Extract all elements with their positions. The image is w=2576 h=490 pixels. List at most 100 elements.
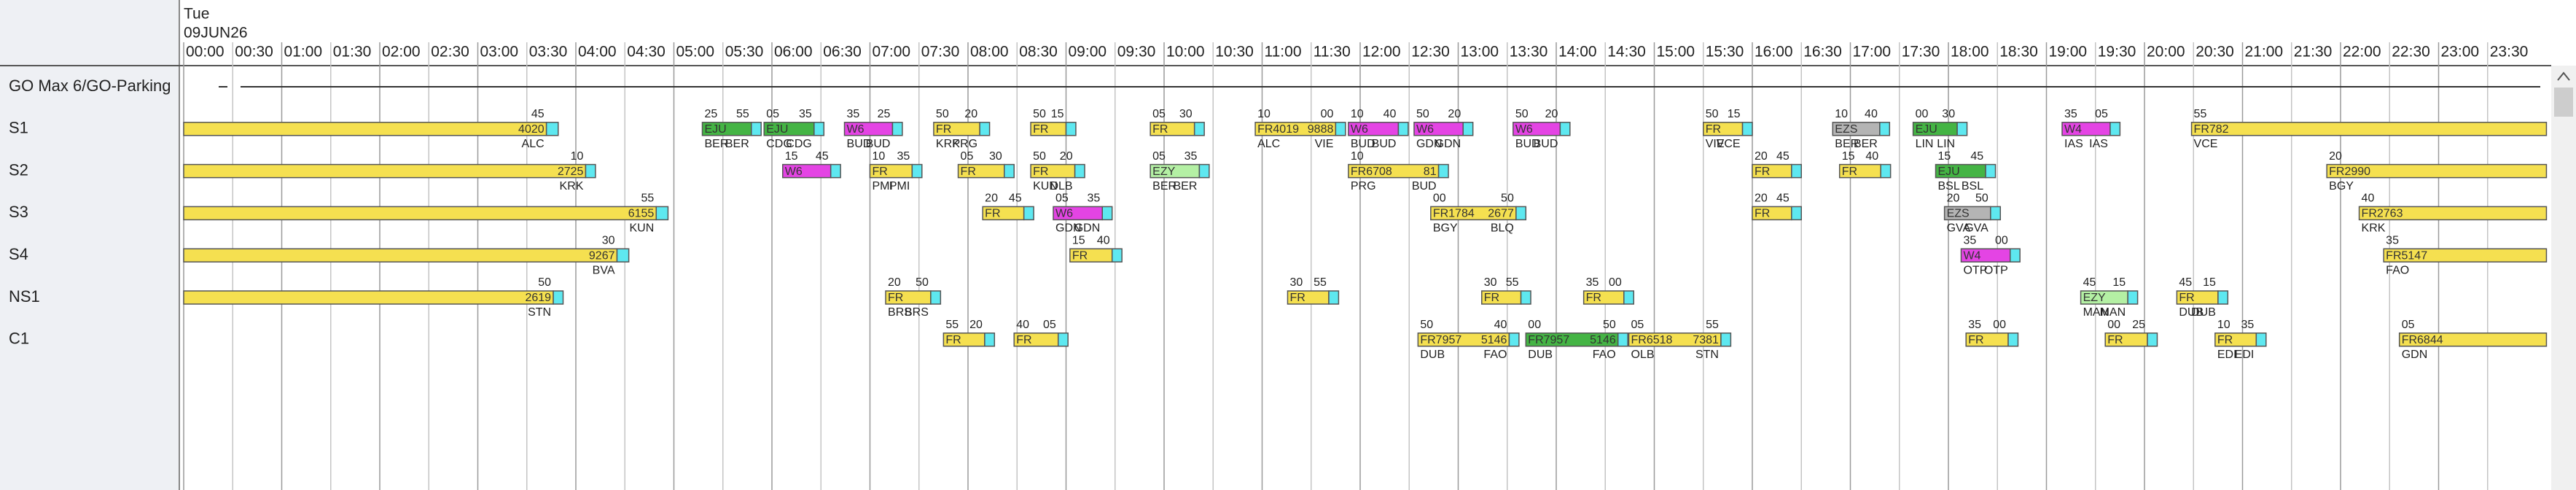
turnaround-box[interactable] — [2255, 332, 2267, 347]
turnaround-box[interactable] — [655, 206, 669, 221]
turnaround-box[interactable] — [1617, 332, 1628, 347]
flight-bar[interactable] — [2326, 163, 2548, 179]
turnaround-box[interactable] — [1101, 206, 1113, 221]
scrollbar-thumb[interactable] — [2554, 88, 2573, 117]
turnaround-box[interactable] — [1437, 163, 1449, 179]
turnaround-box[interactable] — [2127, 290, 2139, 305]
flight[interactable]: 50 40 FR7957 5146 DUB FAO — [1417, 319, 1520, 361]
flight[interactable]: 55 20 FR — [942, 319, 996, 347]
turnaround-box[interactable] — [2217, 290, 2229, 305]
turnaround-box[interactable] — [2009, 248, 2021, 262]
turnaround-box[interactable] — [911, 163, 923, 179]
flight[interactable]: 10 2725 KRK — [183, 150, 596, 192]
flight-bar[interactable] — [183, 206, 657, 221]
turnaround-box[interactable] — [1335, 122, 1346, 136]
turnaround-box[interactable] — [1990, 206, 2002, 221]
flight[interactable]: 15 45 W6 — [782, 150, 841, 179]
turnaround-box[interactable] — [585, 163, 596, 179]
turnaround-box[interactable] — [1880, 163, 1892, 179]
turnaround-box[interactable] — [1328, 290, 1340, 305]
flight-bar[interactable] — [2358, 206, 2548, 221]
turnaround-box[interactable] — [930, 290, 942, 305]
flight[interactable]: 05 30 FR — [957, 150, 1015, 179]
turnaround-box[interactable] — [553, 290, 564, 305]
turnaround-box[interactable] — [1074, 163, 1085, 179]
flight[interactable]: 00 50 FR7957 5146 DUB FAO — [1525, 319, 1628, 361]
flight[interactable]: 05 55 FR6518 7381 OLB STN — [1628, 319, 1732, 361]
turnaround-box[interactable] — [1623, 290, 1635, 305]
flight-bar[interactable] — [183, 290, 554, 305]
flight[interactable]: 30 55 FR — [1287, 276, 1340, 305]
turnaround-box[interactable] — [1956, 122, 1968, 136]
turnaround-box[interactable] — [1791, 163, 1803, 179]
flight-bar[interactable] — [183, 163, 587, 179]
turnaround-box[interactable] — [1065, 122, 1077, 136]
flight[interactable]: 20 45 FR — [1752, 150, 1803, 179]
flight[interactable]: 10 00 FR4019 9888 ALC VIE — [1254, 108, 1346, 150]
flight[interactable]: 35 05 W4 IAS IAS — [2061, 108, 2121, 150]
turnaround-box[interactable] — [1397, 122, 1409, 136]
turnaround-box[interactable] — [1515, 206, 1527, 221]
turnaround-box[interactable] — [2147, 332, 2158, 347]
turnaround-box[interactable] — [813, 122, 825, 136]
turnaround-box[interactable] — [545, 122, 559, 136]
flight[interactable]: 55 6155 KUN — [183, 192, 669, 235]
flight[interactable]: 20 45 FR — [982, 192, 1034, 221]
flight[interactable]: 35 00 FR — [1582, 276, 1635, 305]
turnaround-box[interactable] — [979, 122, 991, 136]
flight[interactable]: 35 FR5147 FAO — [2383, 234, 2548, 276]
flight[interactable]: 45 4020 ALC — [183, 108, 559, 150]
flight-bar[interactable] — [183, 122, 547, 136]
flight-bar[interactable] — [2190, 122, 2548, 136]
turnaround-box[interactable] — [984, 332, 996, 347]
flight[interactable]: 15 40 FR — [1838, 150, 1892, 179]
turnaround-box[interactable] — [1193, 122, 1205, 136]
turnaround-box[interactable] — [751, 122, 762, 136]
flight-bar[interactable] — [183, 248, 618, 262]
turnaround-box[interactable] — [1791, 206, 1803, 221]
flight[interactable]: 30 9267 BVA — [183, 234, 630, 276]
turnaround-box[interactable] — [2109, 122, 2121, 136]
flight[interactable]: 35 00 FR — [1965, 319, 2019, 347]
turnaround-box[interactable] — [1057, 332, 1069, 347]
turnaround-box[interactable] — [1111, 248, 1123, 262]
flight-bar[interactable] — [2398, 332, 2548, 347]
turnaround-box[interactable] — [2007, 332, 2019, 347]
turnaround-box[interactable] — [891, 122, 903, 136]
turnaround-box[interactable] — [1520, 290, 1531, 305]
turnaround-box[interactable] — [1559, 122, 1571, 136]
flight[interactable]: 15 40 FR — [1069, 234, 1123, 262]
flight[interactable]: 55 FR782 VCE — [2190, 108, 2548, 150]
turnaround-box[interactable] — [1985, 163, 1997, 179]
flight[interactable]: 40 FR2763 KRK — [2358, 192, 2548, 235]
flight[interactable]: 00 50 FR1784 2677 BGY BLQ — [1430, 192, 1527, 235]
turnaround-box[interactable] — [1004, 163, 1015, 179]
scrollbar-track[interactable] — [2551, 66, 2576, 490]
flight[interactable]: 40 05 FR — [1013, 319, 1069, 347]
flight-bar[interactable] — [2383, 248, 2548, 262]
turnaround-box[interactable] — [1741, 122, 1753, 136]
turnaround-box[interactable] — [616, 248, 630, 262]
flight[interactable]: 50 2619 STN — [183, 276, 564, 319]
flight[interactable]: 20 FR2990 BGY — [2326, 150, 2548, 192]
flight[interactable]: 20 45 FR — [1752, 192, 1803, 221]
flight[interactable]: 05 FR6844 GDN — [2398, 319, 2548, 361]
